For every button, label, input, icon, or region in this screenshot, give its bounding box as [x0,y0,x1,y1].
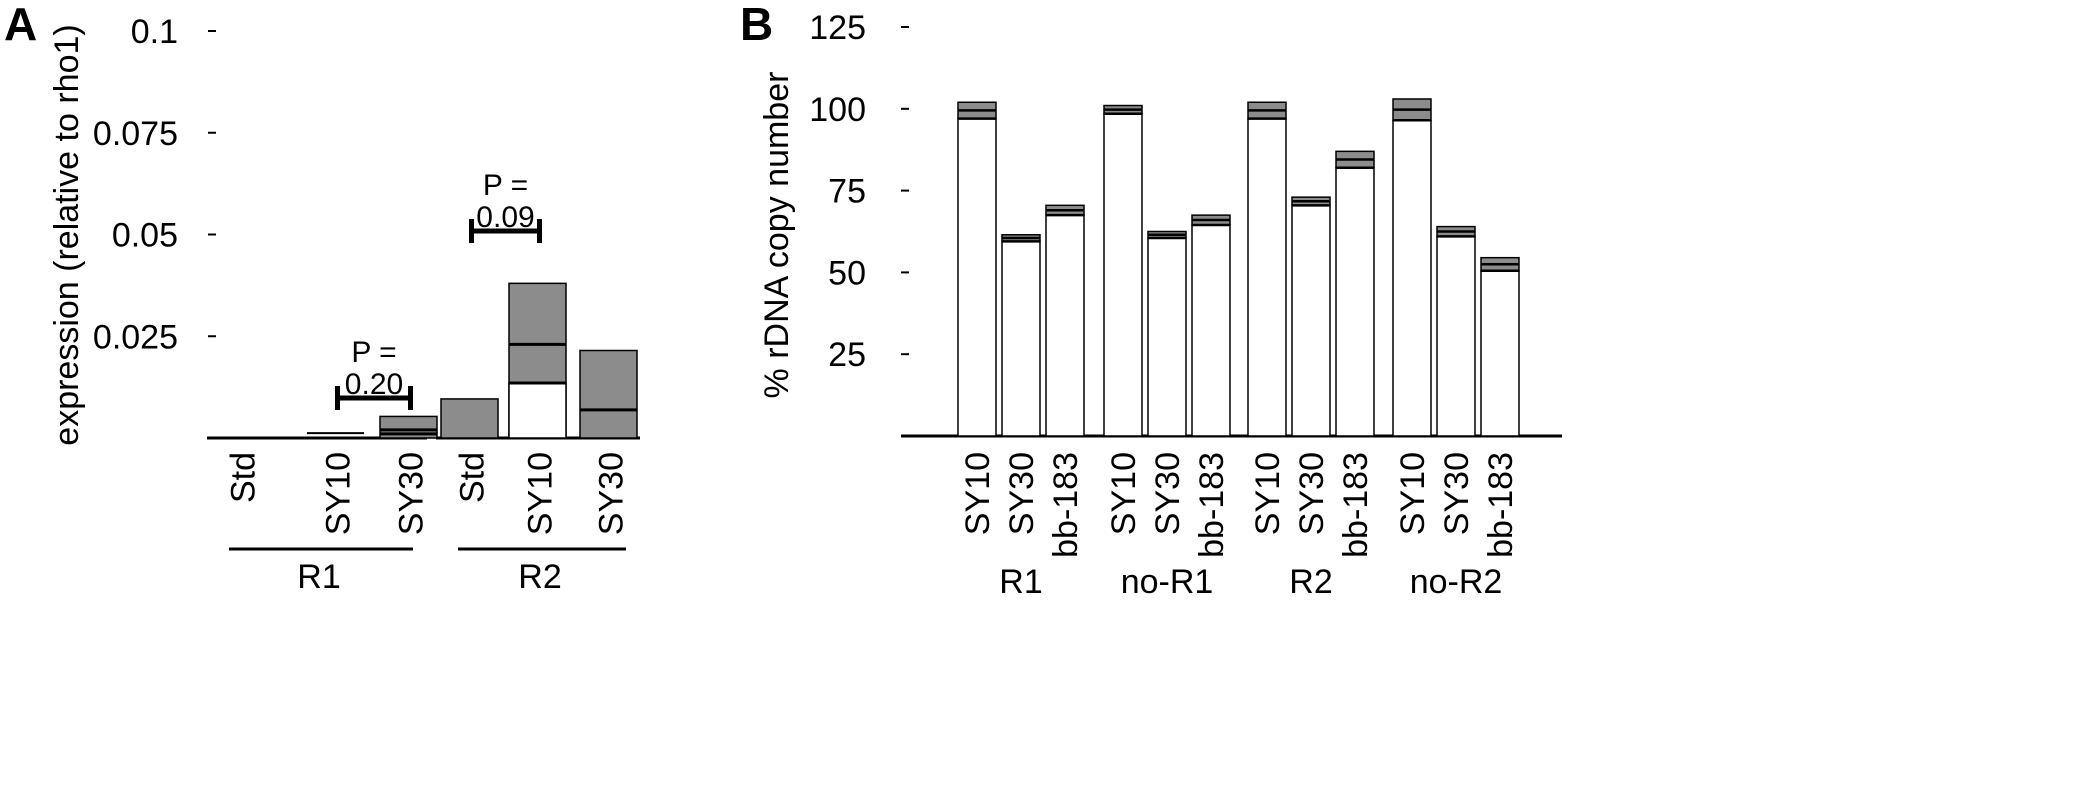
y-tick-label: 0.05 [112,217,178,255]
group-labels-b: R1 no-R1 R2 no-R2 [999,563,1502,601]
bar [1147,237,1187,437]
category-label: SY30 [1438,452,1476,535]
y-axis-label-a: expression (relative to rho1) [48,24,86,445]
y-tick-label: 100 [809,91,866,129]
category-label: bb-183 [1337,452,1375,558]
p-value-label: P = [483,169,528,202]
bars-b [901,98,1562,438]
category-label: Std [454,452,492,503]
bar [579,349,638,439]
category-label: bb-183 [1482,452,1520,558]
p-values-a: P =0.20P =0.09 [335,169,542,410]
category-label: SY30 [1293,452,1331,535]
category-label: SY10 [1394,452,1432,535]
p-value: 0.09 [476,201,534,234]
group-label: R1 [999,563,1042,601]
bars-a [207,282,640,440]
category-label: bb-183 [1193,452,1231,558]
category-label: SY30 [393,452,431,535]
bar [1001,240,1041,437]
bar-lower-segment [508,382,567,439]
category-label: Std [225,452,263,503]
group-labels-a: R1 R2 [229,547,626,596]
panel-a: A expression (relative to rho1) 0.0250.0… [4,0,640,596]
y-tick-label: 75 [828,173,866,211]
category-labels-b: SY10 SY30 bb-183 SY10 SY30 bb-183 SY10 SY30 bb-1… [959,452,1520,558]
group-label: no-R1 [1121,563,1214,601]
y-tick-label: 0.025 [93,318,178,356]
bar [1247,117,1287,437]
y-tick-label: 0.075 [93,115,178,153]
bar [1191,224,1231,437]
category-label: SY10 [522,452,560,535]
category-label: SY10 [320,452,358,535]
y-ticks-b: 25 50 75 100 125 [809,9,909,374]
group-label: no-R2 [1410,563,1503,601]
bar [440,398,499,439]
category-labels-a: Std SY10 SY30 Std SY10 SY30 [225,452,631,535]
bar [1045,214,1085,437]
p-value: 0.20 [345,368,403,401]
group-label: R2 [518,558,561,596]
panel-label-a: A [4,0,37,50]
category-label: bb-183 [1047,452,1085,558]
group-label: R1 [297,558,340,596]
y-tick-label: 25 [828,336,866,374]
p-value-label: P = [351,336,396,369]
bar [1480,270,1520,437]
bar [1103,112,1143,437]
y-tick-label: 0.1 [131,13,178,51]
category-label: SY10 [1105,452,1143,535]
category-label: SY30 [1149,452,1187,535]
bar [957,117,997,437]
bar [1392,119,1432,437]
category-label: SY30 [1003,452,1041,535]
y-tick-label: 50 [828,254,866,292]
y-axis-label-b: % rDNA copy number [758,72,796,399]
category-label: SY10 [1249,452,1287,535]
bar [1436,235,1476,437]
group-label: R2 [1289,563,1332,601]
category-label: SY30 [593,452,631,535]
y-ticks-a: 0.025 0.05 0.075 0.1 [93,13,216,356]
category-label: SY10 [959,452,997,535]
bar [1335,166,1375,437]
y-tick-label: 125 [809,9,866,47]
bar [1291,204,1331,437]
panel-label-b: B [740,0,773,50]
